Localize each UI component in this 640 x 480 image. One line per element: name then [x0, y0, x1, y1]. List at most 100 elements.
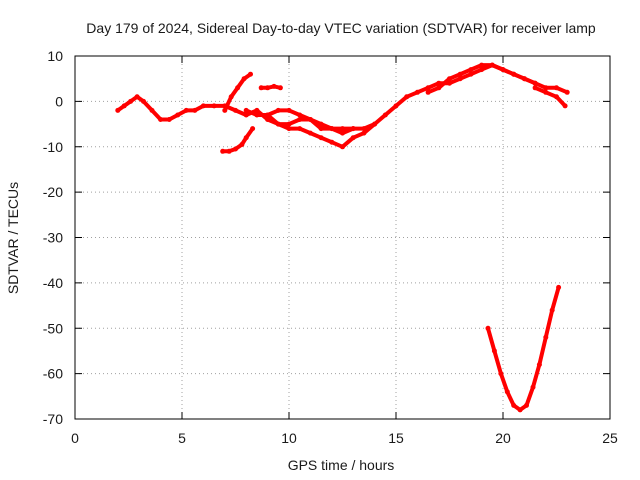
data-point — [192, 107, 198, 113]
data-point — [241, 76, 247, 82]
data-point — [524, 402, 529, 408]
data-point — [530, 384, 536, 390]
data-point — [275, 107, 281, 113]
data-point — [297, 117, 303, 122]
data-point — [183, 107, 189, 113]
data-point — [226, 148, 232, 154]
data-point — [543, 334, 549, 340]
data-point — [554, 85, 559, 91]
data-point — [233, 107, 238, 113]
data-point — [329, 139, 335, 145]
y-tick-label: 10 — [47, 48, 63, 64]
data-point — [134, 94, 140, 100]
data-point — [258, 85, 264, 91]
data-point — [297, 126, 303, 132]
data-point — [447, 76, 452, 82]
series-line — [259, 84, 283, 90]
data-point — [228, 94, 234, 100]
data-point — [425, 89, 431, 95]
data-point — [485, 325, 491, 331]
data-point — [254, 107, 260, 113]
series-trace-upper-branch — [265, 107, 356, 136]
data-point — [564, 89, 570, 95]
data-point — [340, 130, 345, 136]
series-segment-9h — [258, 83, 283, 91]
data-point — [414, 89, 420, 95]
y-tick-label: -60 — [43, 366, 63, 382]
data-point — [250, 126, 256, 132]
data-point — [318, 126, 324, 132]
data-point — [511, 71, 517, 77]
data-point — [243, 107, 249, 113]
data-point — [243, 112, 249, 118]
data-point — [532, 80, 538, 86]
data-series — [115, 62, 570, 413]
y-tick-label: -30 — [43, 230, 63, 246]
data-point — [350, 135, 356, 141]
data-point — [479, 62, 485, 68]
data-point — [235, 85, 241, 91]
data-point — [549, 307, 555, 313]
y-tick-label: -50 — [43, 320, 63, 336]
data-point — [307, 130, 313, 136]
y-tick-label: -20 — [43, 184, 63, 200]
data-point — [265, 112, 271, 118]
x-axis-label: GPS time / hours — [288, 457, 395, 473]
y-axis-label: SDTVAR / TECUs — [5, 182, 21, 294]
axis-ticks: 0 5 10 15 20 25 -70 -60 -50 -40 -30 -20 -10 0 10 — [43, 48, 618, 446]
data-point — [254, 112, 260, 118]
data-point — [425, 85, 431, 91]
data-point — [200, 103, 206, 109]
series-segment-19h-high — [425, 62, 538, 95]
data-point — [489, 62, 495, 68]
data-point — [498, 371, 504, 377]
data-point — [149, 107, 155, 113]
data-point — [329, 126, 335, 132]
data-point — [297, 112, 303, 118]
series-dip-20-22h — [485, 284, 562, 413]
data-point — [275, 121, 281, 127]
chart-title: Day 179 of 2024, Sidereal Day-to-day VTE… — [86, 20, 596, 36]
data-point — [468, 67, 474, 73]
data-point — [504, 389, 510, 395]
x-tick-label: 15 — [388, 430, 404, 446]
series-spike-8h — [222, 71, 253, 113]
data-point — [243, 135, 249, 141]
data-point — [393, 103, 399, 109]
data-point — [340, 144, 345, 150]
data-point — [318, 135, 324, 141]
data-point — [350, 126, 356, 132]
data-point — [468, 71, 474, 77]
data-point — [543, 89, 549, 95]
data-point — [556, 284, 562, 290]
data-point — [521, 76, 527, 82]
data-point — [222, 107, 228, 113]
data-point — [166, 117, 172, 122]
data-point — [115, 107, 121, 113]
series-segment-22h — [532, 85, 568, 109]
data-point — [517, 407, 523, 413]
grid-lines — [75, 56, 610, 419]
series-line — [533, 85, 568, 108]
data-point — [211, 103, 217, 109]
data-point — [457, 76, 463, 82]
y-tick-label: -40 — [43, 275, 63, 291]
data-point — [404, 94, 410, 100]
series-line — [486, 285, 561, 412]
data-point — [511, 402, 517, 408]
data-point — [121, 103, 127, 109]
y-tick-label: -10 — [43, 139, 63, 155]
data-point — [265, 85, 271, 91]
series-trace-main — [115, 62, 570, 132]
x-tick-label: 25 — [602, 430, 618, 446]
data-point — [479, 67, 485, 73]
data-point — [277, 85, 283, 91]
data-point — [491, 348, 497, 354]
data-point — [233, 146, 238, 152]
x-tick-label: 10 — [281, 430, 297, 446]
data-point — [248, 71, 253, 77]
data-point — [128, 98, 134, 104]
x-tick-label: 5 — [178, 430, 186, 446]
series-segment-7h-low — [220, 126, 256, 154]
data-point — [239, 142, 245, 147]
